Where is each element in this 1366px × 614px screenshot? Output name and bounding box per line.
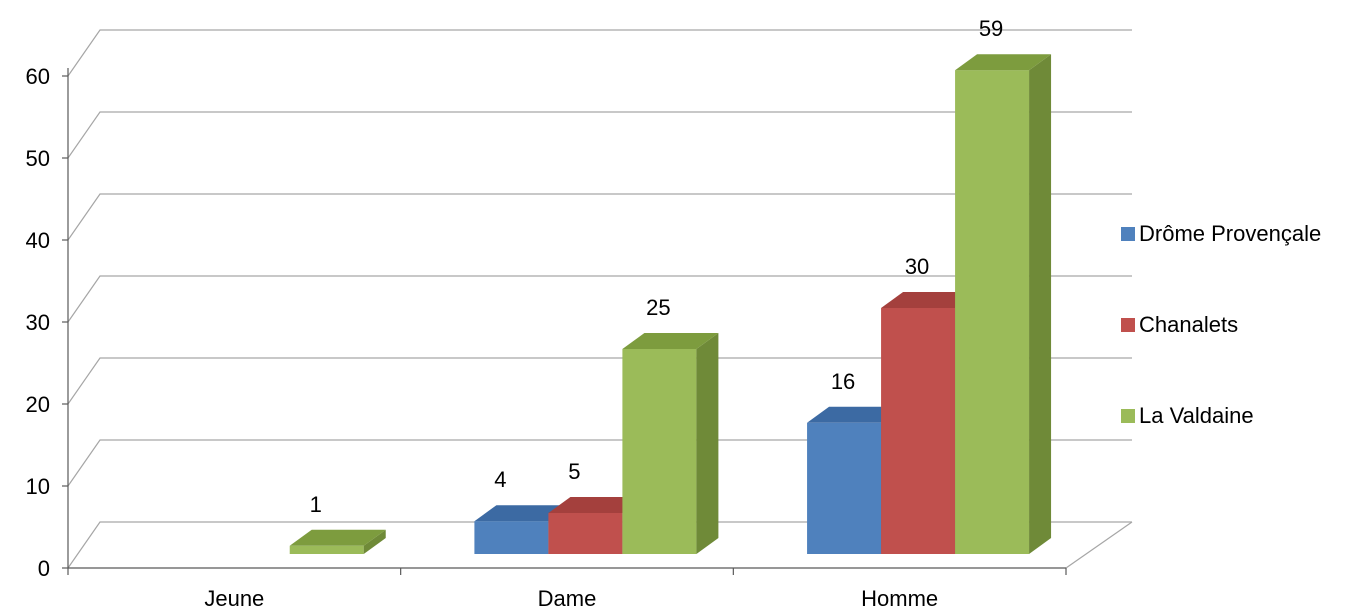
bar-front — [955, 70, 1030, 554]
bar-front — [807, 422, 882, 554]
y-tick-label: 50 — [26, 146, 50, 171]
y-tick-label: 20 — [26, 392, 50, 417]
legend-label: La Valdaine — [1139, 403, 1254, 428]
x-tick-label: Jeune — [204, 586, 264, 611]
bar-dame-0 — [474, 505, 571, 554]
y-tick-label: 30 — [26, 310, 50, 335]
data-label: 5 — [568, 459, 580, 484]
bar-side — [363, 529, 386, 554]
bar-homme-2 — [955, 54, 1052, 554]
bar-side — [696, 333, 719, 554]
bar-top — [289, 529, 386, 546]
gridline-50 — [67, 111, 1132, 159]
bar-front — [289, 545, 364, 554]
floor-right-edge — [1065, 521, 1133, 569]
data-label: 1 — [310, 492, 322, 517]
bar-top — [548, 497, 645, 513]
legend-label: Chanalets — [1139, 312, 1238, 337]
data-label: 59 — [979, 16, 1003, 41]
data-label: 25 — [646, 295, 670, 320]
data-label: 16 — [831, 369, 855, 394]
bar-top — [622, 333, 719, 349]
gridline-40 — [67, 193, 1132, 241]
bar-front — [474, 521, 549, 554]
gridlines — [67, 29, 1132, 569]
bar-front — [622, 349, 697, 554]
data-label: 4 — [494, 467, 506, 492]
bar-top — [881, 292, 978, 308]
bar-top — [955, 54, 1052, 71]
bar-dame-2 — [622, 333, 719, 554]
y-tick-label: 60 — [26, 64, 50, 89]
y-tick-label: 10 — [26, 474, 50, 499]
x-tick-label: Homme — [861, 586, 938, 611]
gridline-60 — [67, 29, 1132, 77]
bars — [289, 54, 1052, 554]
gridline-20 — [67, 357, 1132, 405]
legend: Drôme Provençale Chanalets La Valdaine — [1121, 221, 1321, 428]
bar-top — [474, 505, 571, 522]
bar-top — [807, 406, 904, 423]
bar-side — [1029, 54, 1052, 554]
x-tick-label: Dame — [538, 586, 597, 611]
y-tick-label: 40 — [26, 228, 50, 253]
bar-front — [881, 308, 956, 554]
legend-swatch — [1121, 227, 1135, 241]
x-axis-ticks: Jeune Dame Homme — [67, 568, 1067, 611]
y-tick-label: 0 — [38, 556, 50, 581]
axes — [67, 68, 1133, 569]
bar-jeune-2 — [289, 529, 386, 554]
bar-front — [548, 513, 623, 554]
legend-label: Drôme Provençale — [1139, 221, 1321, 246]
y-axis-ticks: 0 10 20 30 40 50 60 — [26, 64, 68, 581]
data-labels: 1 4 5 25 16 30 59 — [310, 16, 1004, 517]
gridline-10 — [67, 439, 1132, 487]
legend-swatch — [1121, 409, 1135, 423]
gridline-0 — [67, 521, 1132, 569]
gridline-30 — [67, 275, 1132, 323]
legend-swatch — [1121, 318, 1135, 332]
data-label: 30 — [905, 254, 929, 279]
